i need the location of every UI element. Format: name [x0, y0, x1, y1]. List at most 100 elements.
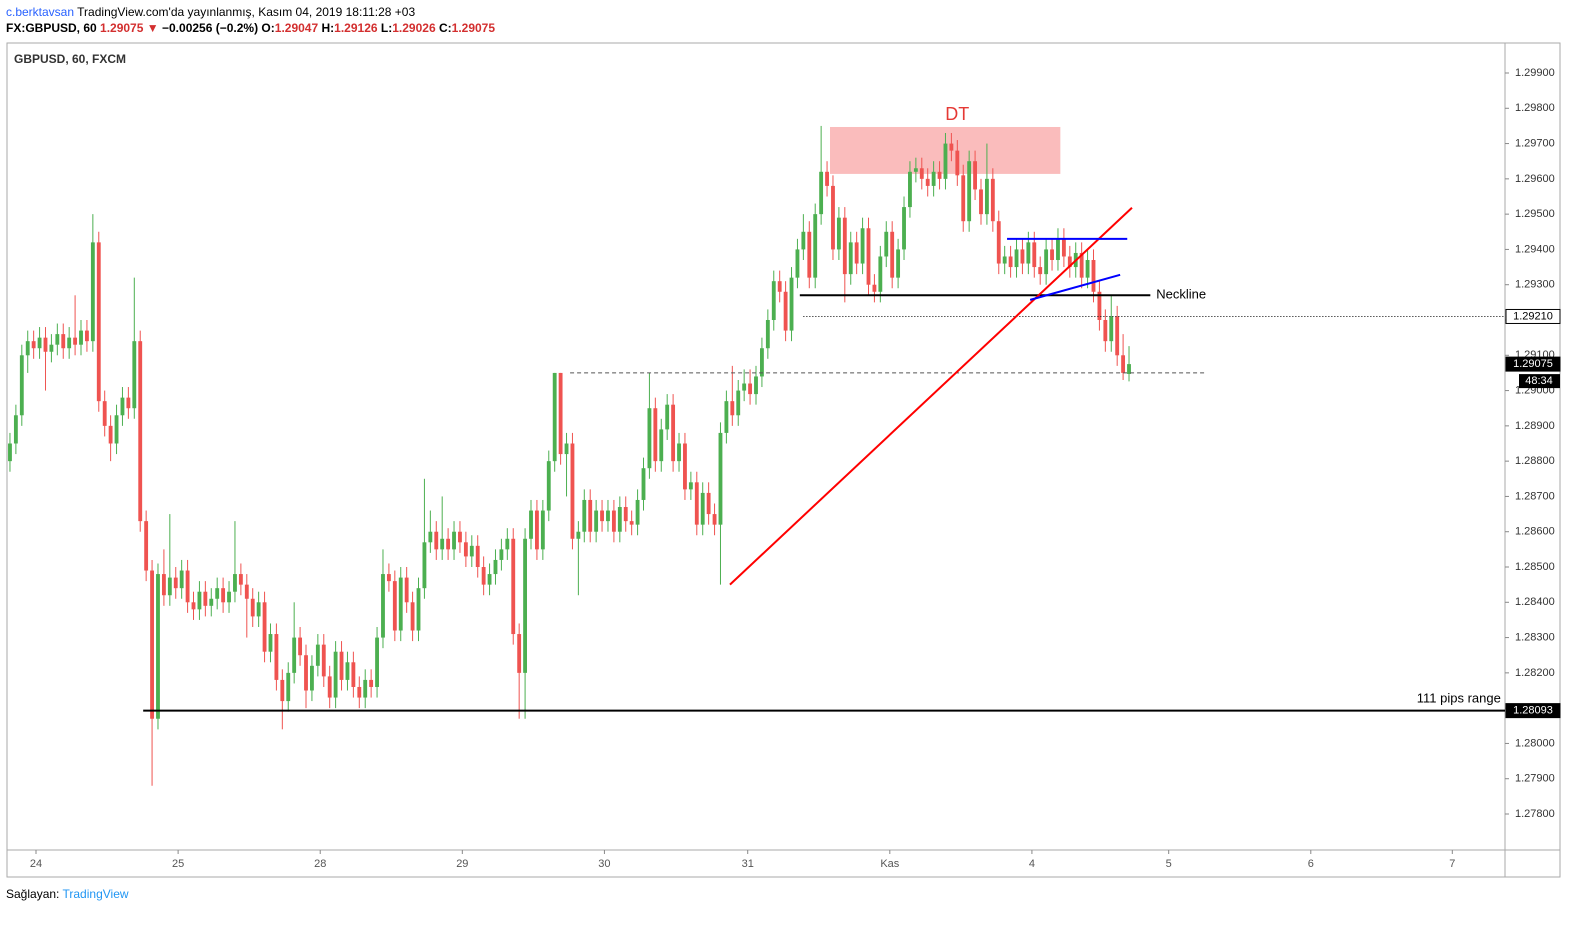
- candle-body: [49, 344, 54, 352]
- candle-body: [227, 591, 231, 603]
- candle-body: [582, 499, 587, 532]
- y-tick-label: 1.28300: [1515, 631, 1555, 643]
- candle-body: [854, 242, 859, 264]
- candle-body: [138, 341, 143, 522]
- annotation: Neckline: [1156, 287, 1206, 302]
- candle-body: [339, 651, 344, 680]
- x-tick-label: 6: [1308, 858, 1314, 870]
- annotation: DT: [945, 104, 969, 124]
- y-tick-label: 1.28500: [1515, 561, 1555, 573]
- candle-body: [505, 538, 510, 550]
- price-tag-label: 1.29075: [1513, 358, 1553, 370]
- y-tick-label: 1.27800: [1515, 808, 1555, 820]
- candle-body: [789, 277, 794, 331]
- candle-body: [902, 207, 906, 250]
- y-tick-label: 1.28800: [1515, 455, 1555, 467]
- header-line-2: FX:GBPUSD, 60 1.29075 ▼ −0.00256 (−0.2%)…: [6, 20, 495, 36]
- x-tick-label: 29: [456, 858, 468, 870]
- frame: [6, 42, 1561, 878]
- y-tick-label: 1.29500: [1515, 208, 1555, 220]
- candle-body: [984, 178, 989, 215]
- candle-body: [446, 538, 451, 550]
- candle-body: [594, 510, 599, 532]
- candle-body: [606, 510, 610, 522]
- h-label: H:: [321, 21, 335, 35]
- candle-body: [120, 397, 125, 416]
- candle-body: [61, 334, 66, 349]
- author[interactable]: c.berktavsan: [6, 5, 75, 19]
- y-tick-label: 1.29600: [1515, 173, 1555, 185]
- drawing-line: [1029, 273, 1121, 301]
- candle-body: [440, 538, 445, 550]
- candle-body: [872, 284, 877, 292]
- candle-body: [535, 510, 539, 550]
- candle-body: [8, 443, 12, 462]
- candle-body: [37, 337, 42, 349]
- candle-body: [677, 443, 681, 462]
- candle-body: [1020, 249, 1025, 264]
- candle-body: [25, 341, 30, 356]
- candle-body: [286, 672, 291, 702]
- candle-body: [647, 408, 652, 469]
- candle-body: [931, 171, 936, 186]
- candle-body: [55, 334, 60, 345]
- candle-body: [564, 443, 569, 455]
- candle-body: [718, 432, 723, 525]
- header: c.berktavsan TradingView.com'da yayınlan…: [6, 4, 495, 36]
- candle-body: [1103, 319, 1108, 342]
- candle-body: [13, 415, 18, 444]
- candle-body: [1079, 252, 1084, 278]
- candle-body: [203, 591, 208, 606]
- candle-body: [1127, 364, 1131, 374]
- candle-body: [706, 492, 711, 515]
- candle-body: [422, 542, 427, 589]
- candle-body: [588, 499, 593, 532]
- footer-brand[interactable]: TradingView: [62, 887, 129, 901]
- candle-body: [517, 634, 522, 673]
- y-tick-label: 1.29700: [1515, 137, 1555, 149]
- low: 1.29026: [392, 21, 436, 35]
- candle-body: [67, 337, 72, 349]
- candle-body: [221, 588, 226, 603]
- countdown-label: 48:34: [1525, 375, 1553, 387]
- candle-body: [730, 401, 735, 416]
- candle-body: [43, 337, 48, 352]
- y-tick-label: 1.29800: [1515, 102, 1555, 114]
- candle-body: [392, 581, 397, 631]
- symbol: FX:GBPUSD, 60: [6, 21, 97, 35]
- candle-body: [552, 372, 557, 462]
- candle-body: [576, 531, 581, 539]
- candle-body: [558, 372, 563, 455]
- candle-body: [79, 330, 83, 345]
- candle-body: [813, 214, 818, 278]
- candle-body: [1097, 291, 1102, 320]
- last: 1.29075: [100, 21, 144, 35]
- candle-body: [173, 577, 178, 589]
- candle-body: [215, 588, 220, 599]
- candle-body: [842, 217, 847, 275]
- candle-body: [1044, 249, 1049, 275]
- candle-body: [333, 651, 338, 698]
- candle-body: [908, 171, 912, 208]
- candle-body: [31, 341, 36, 349]
- candle-body: [167, 577, 172, 596]
- candle-body: [742, 383, 747, 391]
- candle-body: [665, 404, 670, 430]
- candle-body: [1050, 249, 1054, 261]
- candle-body: [848, 242, 853, 275]
- candle-body: [268, 634, 273, 652]
- candle-body: [736, 390, 741, 416]
- candle-body: [700, 492, 705, 525]
- candle-body: [807, 231, 812, 278]
- candle-body: [759, 348, 764, 377]
- candle-body: [795, 249, 800, 278]
- candle-body: [126, 397, 131, 409]
- candle-body: [250, 598, 255, 617]
- candle-body: [191, 602, 196, 610]
- price-tag-label: 1.28093: [1513, 705, 1553, 717]
- arrow: ▼: [146, 21, 159, 35]
- candle-body: [1014, 249, 1019, 268]
- candle-body: [949, 143, 954, 151]
- candle-body: [748, 383, 753, 395]
